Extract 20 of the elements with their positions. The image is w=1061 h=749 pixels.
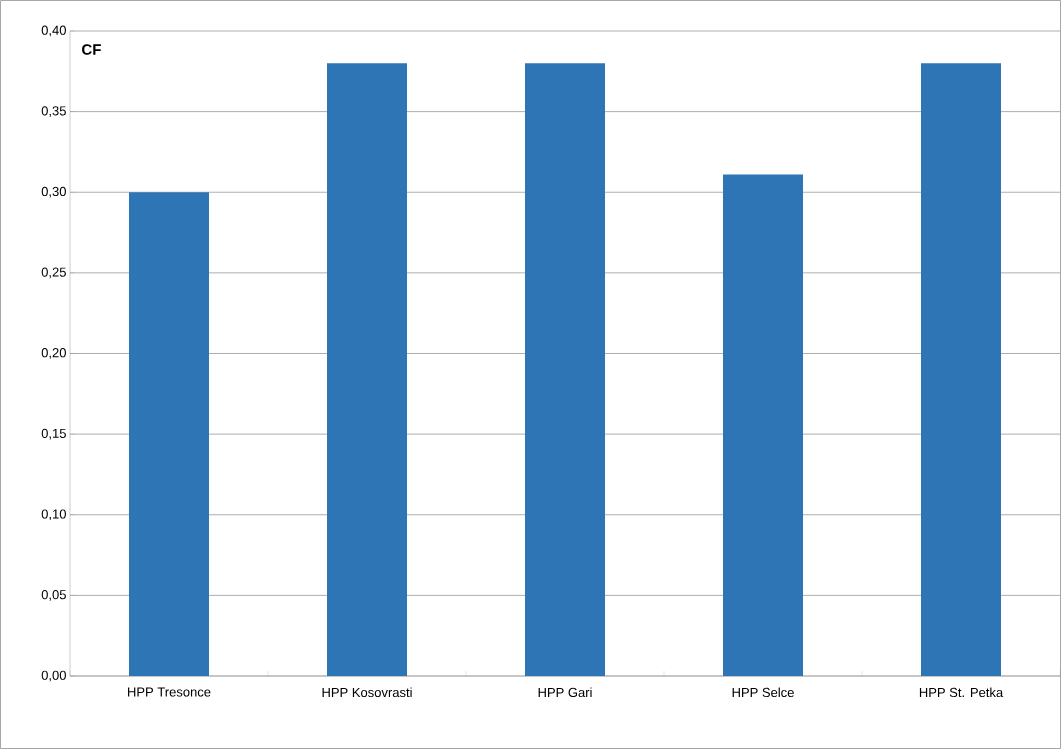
y-tick-label: 0,00 — [41, 670, 66, 682]
y-axis-title: CF — [82, 44, 101, 55]
y-tick-label: 0,20 — [41, 348, 66, 359]
y-tick-label: 0,40 — [41, 25, 66, 37]
y-tick-label: 0,25 — [41, 267, 66, 279]
bar — [129, 192, 209, 676]
x-tick-label: HPP Gari — [538, 687, 592, 698]
y-tick-label: 0,05 — [41, 590, 66, 601]
x-tick-label: HPP Kosovrasti — [322, 687, 412, 698]
x-tick-label: HPP St. Petka — [919, 687, 1004, 698]
bar — [327, 63, 407, 676]
x-tick-label: HPP Selce — [732, 687, 794, 698]
bar — [921, 63, 1002, 676]
y-tick-label: 0,30 — [41, 186, 66, 198]
y-tick-label: 0,10 — [41, 509, 66, 521]
bar — [723, 174, 803, 676]
y-tick-label: 0,35 — [41, 106, 66, 117]
x-tick-label: HPP Tresonce — [128, 687, 211, 697]
y-tick-label: 0,15 — [41, 428, 66, 440]
bar — [525, 63, 605, 676]
